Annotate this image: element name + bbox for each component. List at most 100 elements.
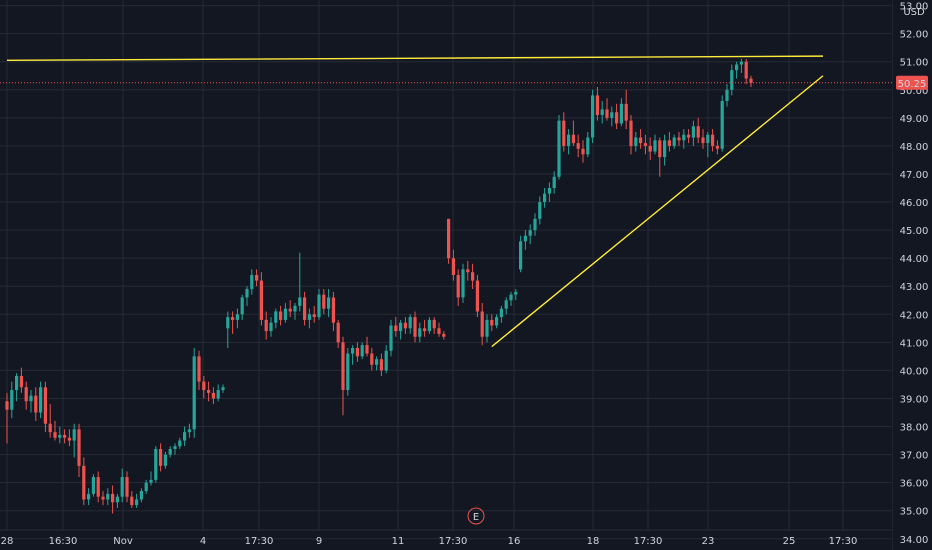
- candle: [250, 269, 254, 295]
- candle: [87, 488, 91, 506]
- candle: [519, 235, 523, 273]
- candle: [634, 131, 638, 152]
- candle-body: [735, 64, 739, 71]
- candle: [600, 101, 604, 124]
- price-tick-label: 37.00: [900, 451, 929, 462]
- candle: [480, 303, 484, 346]
- candle: [466, 260, 470, 281]
- candle: [111, 485, 115, 514]
- candle: [322, 289, 326, 315]
- price-axis-background: [893, 0, 932, 550]
- price-tick-label: 49.00: [900, 114, 929, 125]
- time-tick-label: 18: [587, 536, 600, 547]
- candle: [427, 317, 431, 334]
- candle: [399, 319, 403, 340]
- candle-body: [250, 275, 254, 290]
- candle: [96, 471, 100, 503]
- candle: [408, 314, 412, 334]
- candle: [264, 311, 268, 340]
- candle: [394, 317, 398, 337]
- price-axis-currency: USD: [903, 7, 925, 18]
- price-tick-label: 35.00: [900, 507, 929, 518]
- time-tick-label: 17:30: [829, 536, 858, 547]
- candle-body: [125, 477, 129, 497]
- price-tick-label: 48.00: [900, 142, 929, 153]
- candle: [552, 171, 556, 194]
- candle-body: [226, 317, 230, 329]
- candle: [327, 289, 331, 318]
- trendline[interactable]: [6, 55, 824, 62]
- candle: [279, 305, 283, 326]
- candle: [663, 134, 667, 166]
- candle-body: [706, 134, 710, 144]
- candle: [341, 336, 345, 416]
- earnings-event-marker[interactable]: E: [467, 507, 485, 525]
- price-tick-label: 40.00: [900, 366, 929, 377]
- candle-body: [216, 390, 220, 399]
- candle-body: [672, 137, 676, 146]
- candle: [29, 390, 33, 413]
- candle: [303, 291, 307, 326]
- candle-body: [120, 477, 124, 497]
- price-tick-label: 42.00: [900, 310, 929, 321]
- candle: [528, 224, 532, 245]
- candle-body: [624, 103, 628, 121]
- price-tick-label: 53.00: [900, 2, 929, 13]
- candle: [173, 443, 177, 455]
- candle: [312, 305, 316, 323]
- candle-body: [144, 482, 148, 492]
- candle-body: [269, 322, 273, 332]
- candle-body: [715, 145, 719, 149]
- candle: [72, 423, 76, 458]
- candle-body: [667, 140, 671, 146]
- candle: [418, 322, 422, 343]
- candle: [144, 479, 148, 494]
- candle: [495, 314, 499, 329]
- candle: [461, 263, 465, 304]
- candle: [331, 291, 335, 332]
- candle-body: [307, 314, 311, 320]
- candle-body: [197, 356, 201, 382]
- candle-body: [106, 493, 110, 500]
- candle: [547, 182, 551, 203]
- price-tick-label: 39.00: [900, 394, 929, 405]
- trendline[interactable]: [491, 75, 824, 348]
- price-tick-label: 45.00: [900, 226, 929, 237]
- candle-body: [130, 496, 134, 506]
- candle: [456, 269, 460, 306]
- trendlines[interactable]: [6, 55, 824, 348]
- candle: [159, 443, 163, 472]
- candle: [67, 429, 71, 447]
- candle: [19, 367, 23, 393]
- candle: [533, 213, 537, 236]
- candle: [207, 381, 211, 402]
- candle: [221, 384, 225, 393]
- candle: [643, 134, 647, 155]
- candle-body: [399, 322, 403, 332]
- candle: [346, 347, 350, 396]
- candle-body: [96, 477, 100, 497]
- candle: [413, 311, 417, 343]
- candle-body: [111, 493, 115, 503]
- candle: [34, 387, 38, 421]
- candle-body: [691, 126, 695, 138]
- candle-body: [586, 137, 590, 155]
- candle-body: [538, 202, 542, 219]
- candle: [101, 491, 105, 506]
- candle: [130, 491, 134, 508]
- event-circle-icon[interactable]: [467, 507, 485, 525]
- candle-body: [509, 294, 513, 301]
- candle-body: [375, 359, 379, 365]
- candle-body: [552, 176, 556, 189]
- candle: [715, 140, 719, 155]
- candle: [605, 98, 609, 121]
- candle: [423, 319, 427, 337]
- candle: [730, 64, 734, 96]
- candle-body: [34, 395, 38, 413]
- candle-body: [696, 126, 700, 138]
- price-axis[interactable]: USD 34.00 35.00 36.00 37.00 38.00 39.00 40.00 4…: [893, 0, 932, 550]
- candle: [735, 61, 739, 79]
- candle-body: [255, 275, 259, 281]
- candle: [432, 317, 436, 334]
